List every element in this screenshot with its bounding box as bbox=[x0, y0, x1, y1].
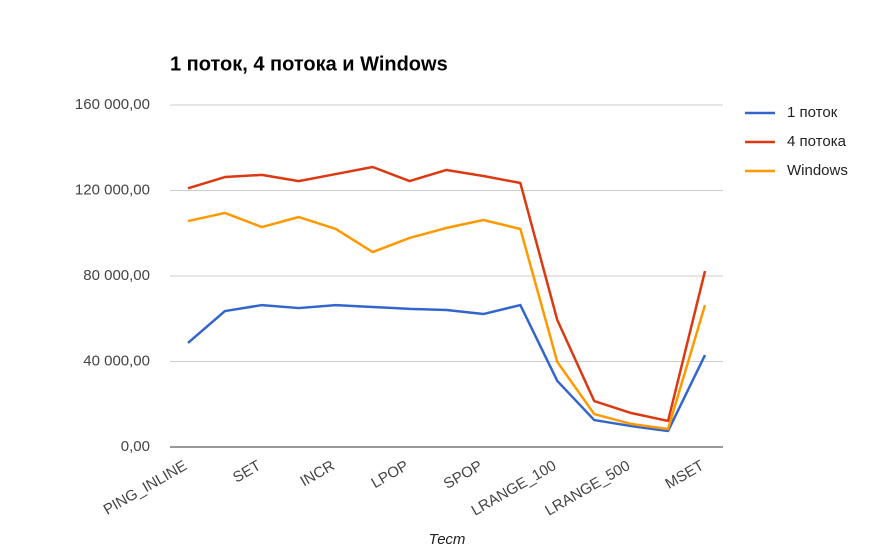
y-tick-label: 40 000,00 bbox=[83, 352, 150, 369]
series-line bbox=[187, 303, 707, 433]
x-tick-label: INCR bbox=[297, 457, 337, 490]
legend-label: Windows bbox=[787, 162, 848, 179]
x-tick-label: MSET bbox=[662, 457, 707, 493]
y-tick-label: 80 000,00 bbox=[83, 267, 150, 284]
x-axis-title: Тест bbox=[429, 531, 466, 548]
x-tick-label: SET bbox=[230, 457, 264, 486]
series-line bbox=[187, 211, 707, 431]
x-tick-label: SPOP bbox=[441, 457, 486, 493]
series-line bbox=[187, 165, 707, 423]
y-tick-label: 120 000,00 bbox=[75, 181, 150, 198]
chart-title: 1 поток, 4 потока и Windows bbox=[170, 53, 448, 75]
legend-label: 1 поток bbox=[787, 104, 838, 121]
y-tick-label: 0,00 bbox=[121, 438, 150, 455]
legend-label: 4 потока bbox=[787, 133, 847, 150]
x-tick-label: LPOP bbox=[368, 457, 411, 492]
y-tick-label: 160 000,00 bbox=[75, 96, 150, 113]
x-tick-label: PING_INLINE bbox=[101, 457, 190, 518]
